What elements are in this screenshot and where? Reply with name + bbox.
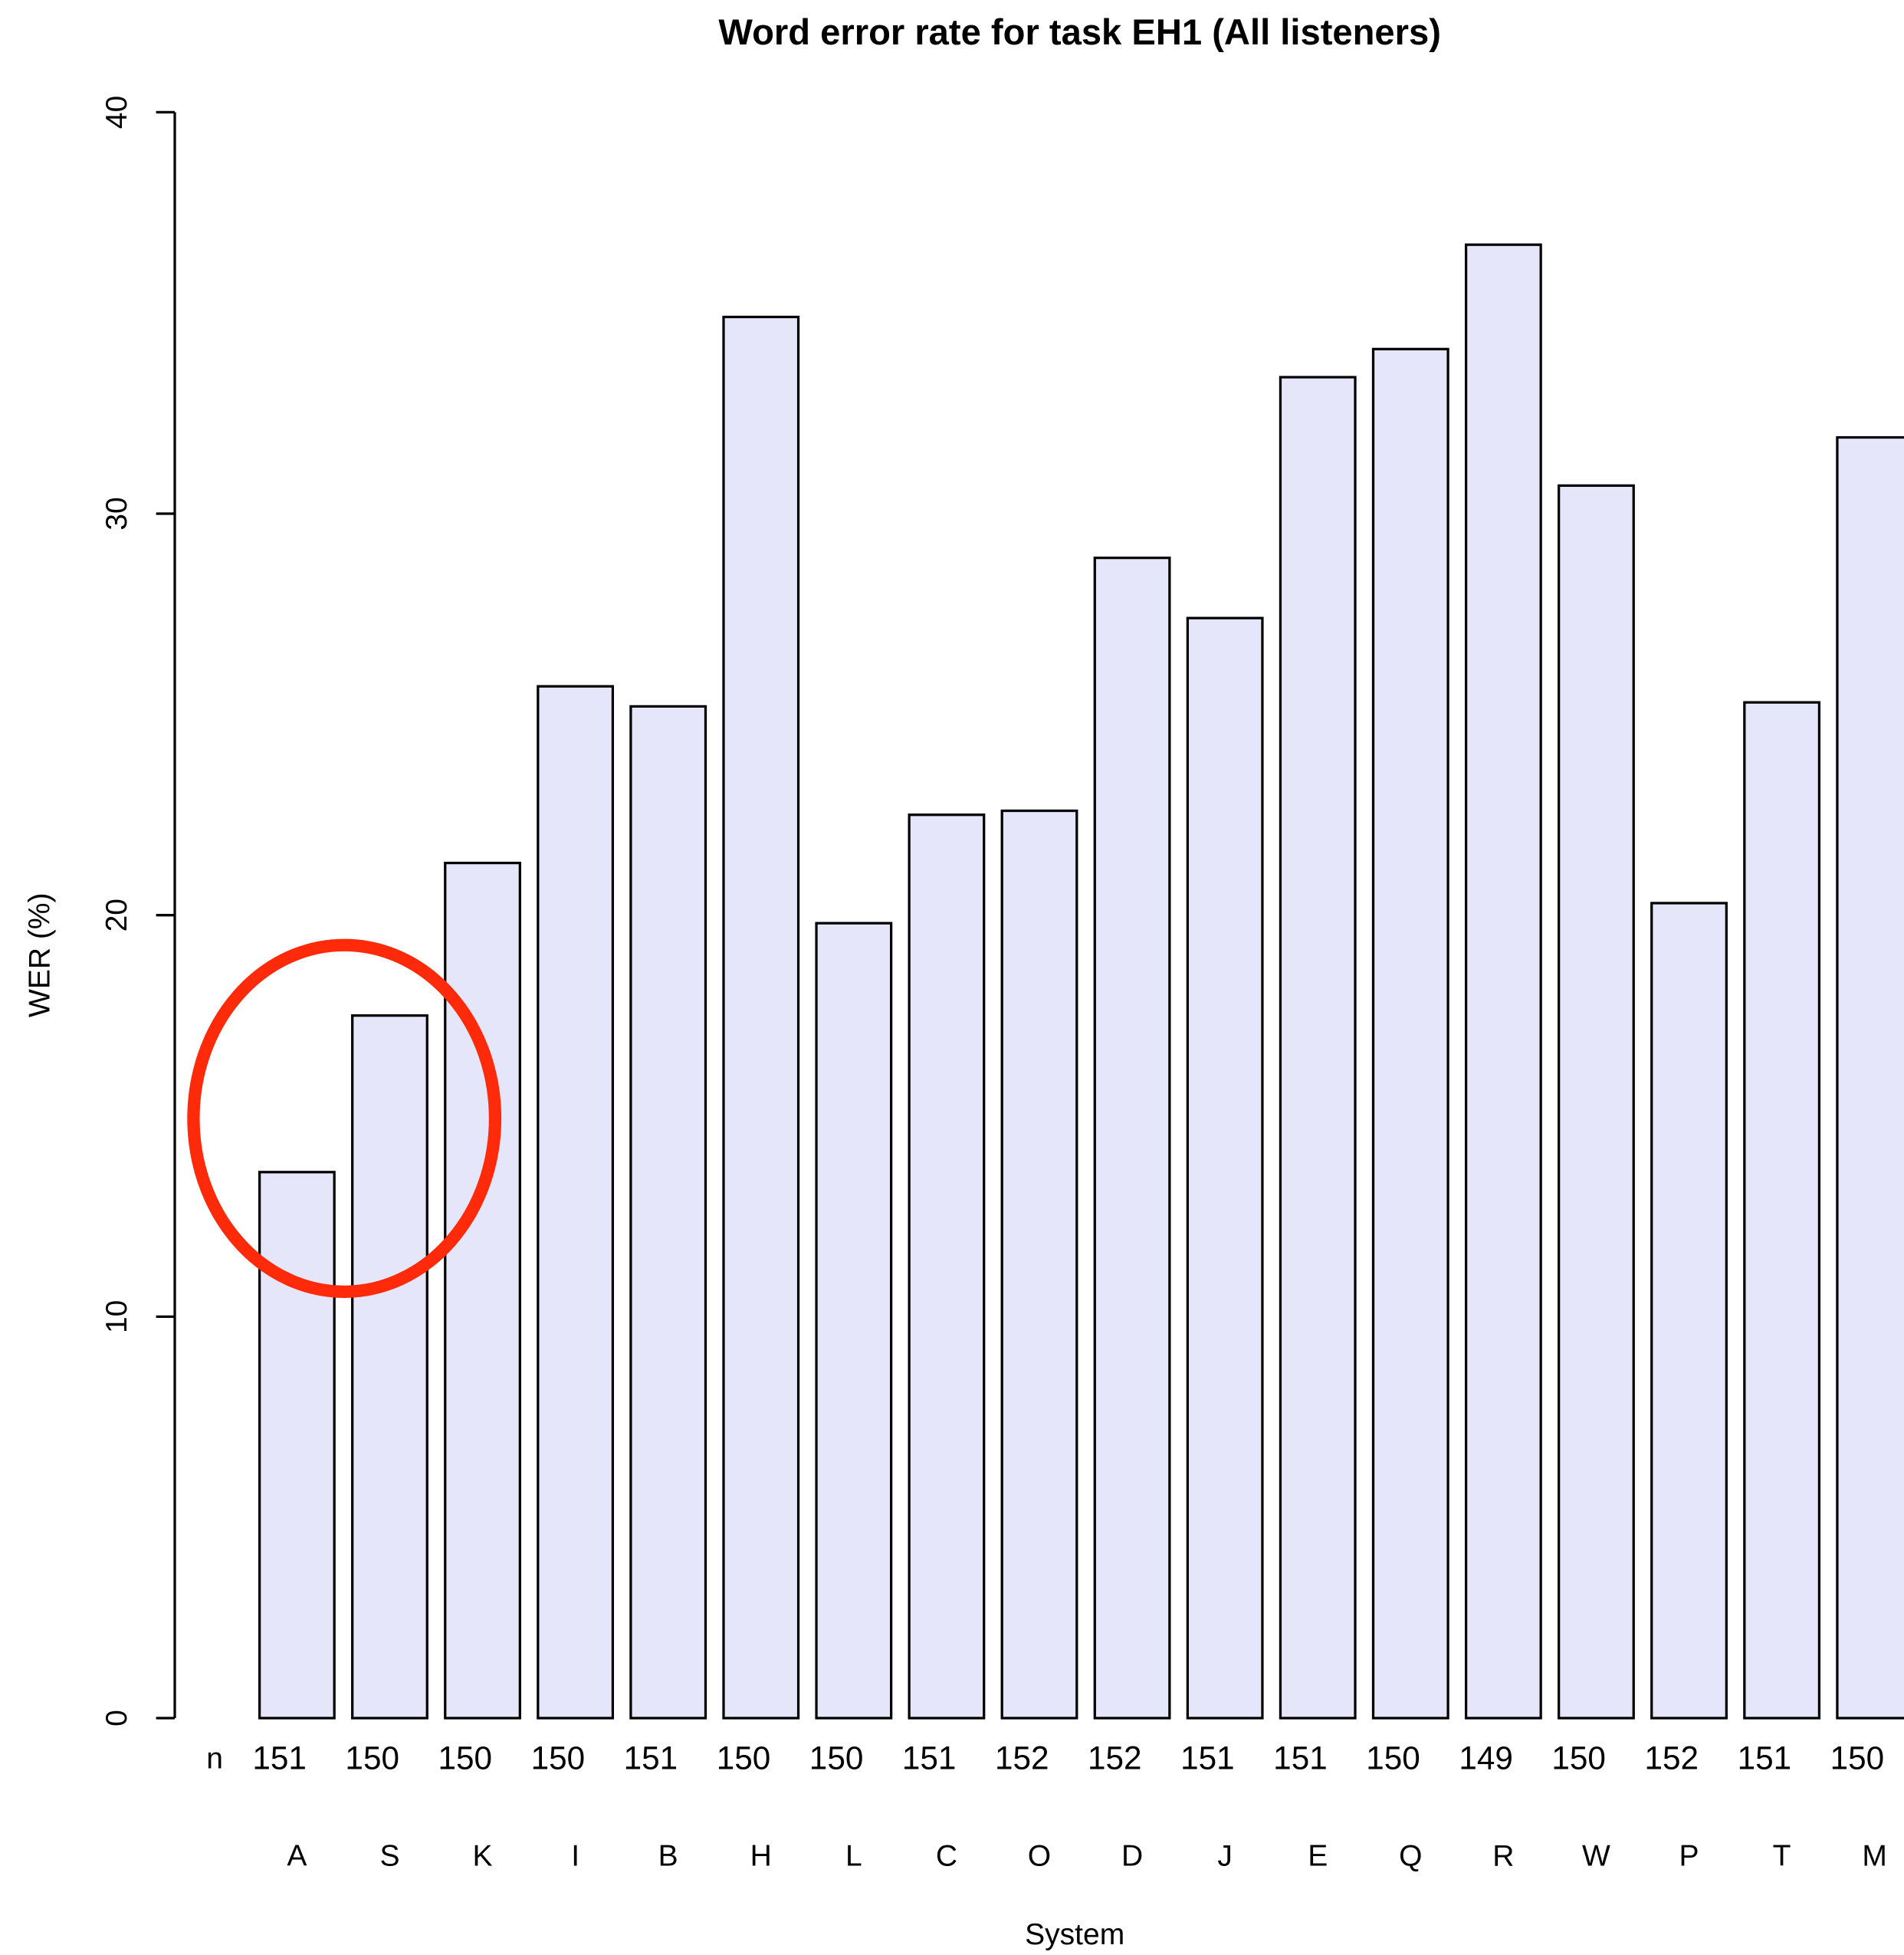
n-count: 150 [717, 1740, 771, 1776]
bar [1093, 557, 1171, 1720]
bar [537, 685, 615, 1720]
x-tick-label: D [1121, 1839, 1143, 1872]
n-count: 151 [1738, 1740, 1792, 1776]
n-count: 150 [1830, 1740, 1885, 1776]
y-tick-label: 40 [100, 96, 133, 129]
bar [351, 1014, 428, 1720]
n-count: 152 [1645, 1740, 1699, 1776]
n-count: 150 [809, 1740, 864, 1776]
bar [1464, 243, 1542, 1720]
x-tick-label: S [379, 1839, 399, 1872]
x-tick-label: K [473, 1839, 493, 1872]
n-count: 152 [995, 1740, 1049, 1776]
bar [1000, 809, 1078, 1720]
bar [444, 861, 521, 1720]
n-count: 151 [902, 1740, 957, 1776]
bar [1558, 484, 1635, 1720]
x-tick-label: M [1862, 1839, 1887, 1872]
x-axis-label: System [1025, 1918, 1124, 1951]
x-tick-label: C [936, 1839, 957, 1872]
x-tick-label: E [1308, 1839, 1328, 1872]
x-tick-label: H [750, 1839, 772, 1872]
bar [1186, 616, 1264, 1720]
n-count: 151 [1273, 1740, 1328, 1776]
bar [1650, 902, 1728, 1720]
y-tick-label: 20 [100, 899, 133, 932]
bar [908, 813, 986, 1720]
x-tick-label: P [1679, 1839, 1699, 1872]
chart-title: Word error rate for task EH1 (All listen… [718, 12, 1441, 52]
n-label: n [206, 1743, 223, 1776]
n-count: 150 [345, 1740, 399, 1776]
x-tick-label: W [1582, 1839, 1610, 1872]
x-tick-label: L [845, 1839, 862, 1872]
x-tick-label: R [1492, 1839, 1514, 1872]
x-tick-label: J [1217, 1839, 1233, 1872]
n-count: 150 [531, 1740, 586, 1776]
n-count: 150 [1551, 1740, 1606, 1776]
bar [1836, 435, 1904, 1720]
bar [1743, 701, 1821, 1720]
y-tick-label: 0 [100, 1710, 133, 1727]
x-tick-label: T [1773, 1839, 1791, 1872]
n-count: 149 [1459, 1740, 1513, 1776]
n-count: 151 [624, 1740, 678, 1776]
n-count: 151 [1180, 1740, 1235, 1776]
x-tick-label: Q [1399, 1839, 1422, 1872]
bar [1279, 376, 1357, 1720]
y-axis-label: WER (%) [23, 892, 56, 1017]
bar [629, 705, 707, 1720]
n-count: 151 [252, 1740, 307, 1776]
highlight-ellipse [187, 938, 502, 1298]
n-count: 150 [1366, 1740, 1420, 1776]
n-count: 152 [1088, 1740, 1142, 1776]
x-tick-label: O [1028, 1839, 1051, 1872]
x-tick-label: I [571, 1839, 579, 1872]
y-tick-label: 30 [100, 497, 133, 530]
x-tick-label: A [287, 1839, 307, 1872]
bar [815, 922, 893, 1720]
y-tick-label: 10 [100, 1300, 133, 1333]
x-tick-label: B [658, 1839, 678, 1872]
n-count: 150 [438, 1740, 493, 1776]
bar [1371, 347, 1449, 1720]
bar [258, 1171, 336, 1720]
bar [722, 315, 800, 1720]
